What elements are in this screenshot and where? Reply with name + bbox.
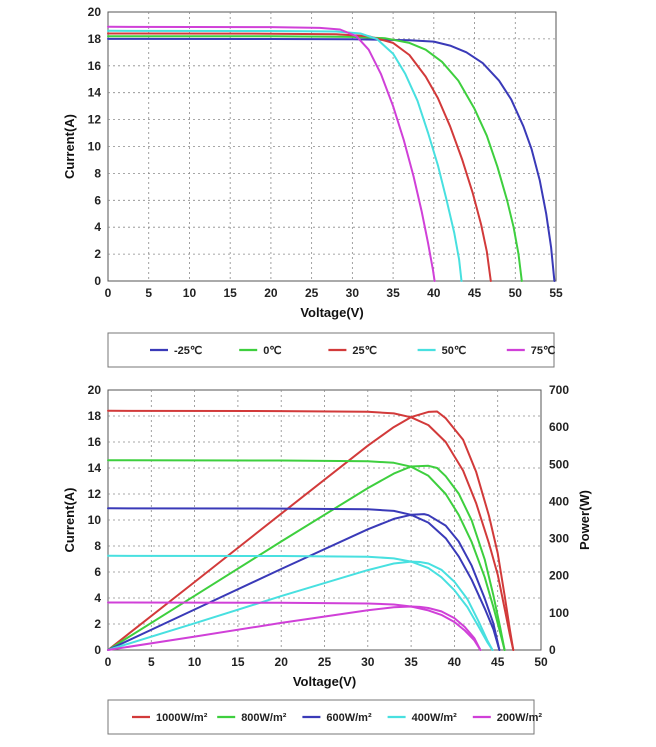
x-tick-label: 45: [468, 286, 482, 300]
x-tick-label: 40: [427, 286, 441, 300]
y-tick-label: 2: [94, 617, 101, 631]
y2-tick-label: 500: [549, 457, 569, 471]
y-tick-label: 18: [88, 409, 102, 423]
y2-tick-label: 700: [549, 383, 569, 397]
iv-curve: [107, 459, 506, 651]
legend-box: [107, 699, 535, 735]
iv-curve: [107, 554, 494, 651]
y2-tick-label: 400: [549, 494, 569, 508]
pv-curve: [107, 513, 501, 651]
legend-label: 1000W/m²: [156, 712, 208, 724]
legend: 1000W/m² 800W/m² 600W/m² 400W/m² 200W/m²: [107, 699, 543, 735]
y2-axis-title: Power(W): [577, 490, 592, 550]
x-tick-label: 30: [361, 655, 375, 669]
y2-tick-label: 0: [549, 643, 556, 657]
legend-label: 75℃: [531, 345, 556, 357]
x-tick-label: 25: [318, 655, 332, 669]
iv-curve: [107, 507, 501, 651]
y-axis-title: Current(A): [62, 488, 77, 553]
legend-label: 200W/m²: [497, 712, 543, 724]
legend-label: 600W/m²: [326, 712, 372, 724]
x-tick-label: 15: [224, 286, 238, 300]
y2-tick-label: 600: [549, 420, 569, 434]
y-tick-label: 2: [94, 247, 101, 261]
legend-label: -25℃: [174, 345, 202, 357]
y-tick-label: 16: [88, 435, 102, 449]
y2-tick-label: 100: [549, 606, 569, 620]
iv-curve: [107, 37, 556, 282]
x-tick-label: 10: [188, 655, 202, 669]
pv-curve: [107, 410, 515, 651]
y-tick-label: 12: [88, 487, 102, 501]
x-tick-label: 30: [346, 286, 360, 300]
x-tick-label: 50: [534, 655, 548, 669]
y-tick-label: 20: [88, 5, 102, 19]
x-tick-label: 35: [404, 655, 418, 669]
x-tick-label: 0: [105, 286, 112, 300]
legend-label: 25℃: [352, 345, 377, 357]
x-tick-label: 20: [275, 655, 289, 669]
legend-label: 0℃: [263, 345, 281, 357]
y-tick-label: 8: [94, 539, 101, 553]
x-tick-label: 45: [491, 655, 505, 669]
x-tick-label: 15: [231, 655, 245, 669]
x-tick-label: 25: [305, 286, 319, 300]
y-tick-label: 16: [88, 59, 102, 73]
x-axis-title: Voltage(V): [300, 305, 363, 320]
iv-curve: [107, 35, 523, 282]
y2-tick-label: 200: [549, 569, 569, 583]
y-tick-label: 6: [94, 193, 101, 207]
temperature-iv-chart: 0 5 10 15 20 25 30 35 40 45 50 55 0 2 4 6 8 10 12 14 16 18 20 V…: [62, 5, 563, 368]
y-tick-label: 12: [88, 113, 102, 127]
iv-curve: [107, 25, 436, 282]
x-tick-label: 50: [509, 286, 523, 300]
y-tick-label: 4: [94, 220, 101, 234]
x-tick-label: 40: [448, 655, 462, 669]
legend-label: 50℃: [442, 345, 467, 357]
pv-curve: [107, 560, 494, 651]
y-tick-label: 0: [94, 274, 101, 288]
iv-curve: [107, 29, 463, 282]
y-tick-label: 10: [88, 140, 102, 154]
x-axis-title: Voltage(V): [293, 674, 356, 689]
y-tick-label: 14: [88, 86, 102, 100]
irradiance-iv-pv-chart: 0 5 10 15 20 25 30 35 40 45 5002468101214161820010…: [62, 383, 592, 735]
y-tick-label: 14: [88, 461, 102, 475]
iv-curve: [107, 32, 492, 282]
x-tick-label: 5: [145, 286, 152, 300]
x-tick-label: 55: [549, 286, 563, 300]
y2-tick-label: 300: [549, 532, 569, 546]
iv-curve: [107, 601, 482, 651]
pv-curve: [107, 605, 482, 651]
y-tick-label: 10: [88, 513, 102, 527]
y-tick-label: 18: [88, 32, 102, 46]
y-tick-label: 20: [88, 383, 102, 397]
legend-label: 400W/m²: [412, 712, 458, 724]
y-tick-label: 4: [94, 591, 101, 605]
legend: -25℃ 0℃ 25℃ 50℃ 75℃: [107, 332, 556, 368]
y-tick-label: 0: [94, 643, 101, 657]
x-tick-label: 5: [148, 655, 155, 669]
y-tick-label: 8: [94, 166, 101, 180]
pv-curve: [107, 464, 506, 651]
legend-label: 800W/m²: [241, 712, 287, 724]
x-tick-label: 35: [386, 286, 400, 300]
iv-curve: [107, 409, 515, 651]
y-tick-label: 6: [94, 565, 101, 579]
y-axis-title: Current(A): [62, 114, 77, 179]
x-tick-label: 0: [105, 655, 112, 669]
x-tick-label: 10: [183, 286, 197, 300]
x-tick-label: 20: [264, 286, 278, 300]
